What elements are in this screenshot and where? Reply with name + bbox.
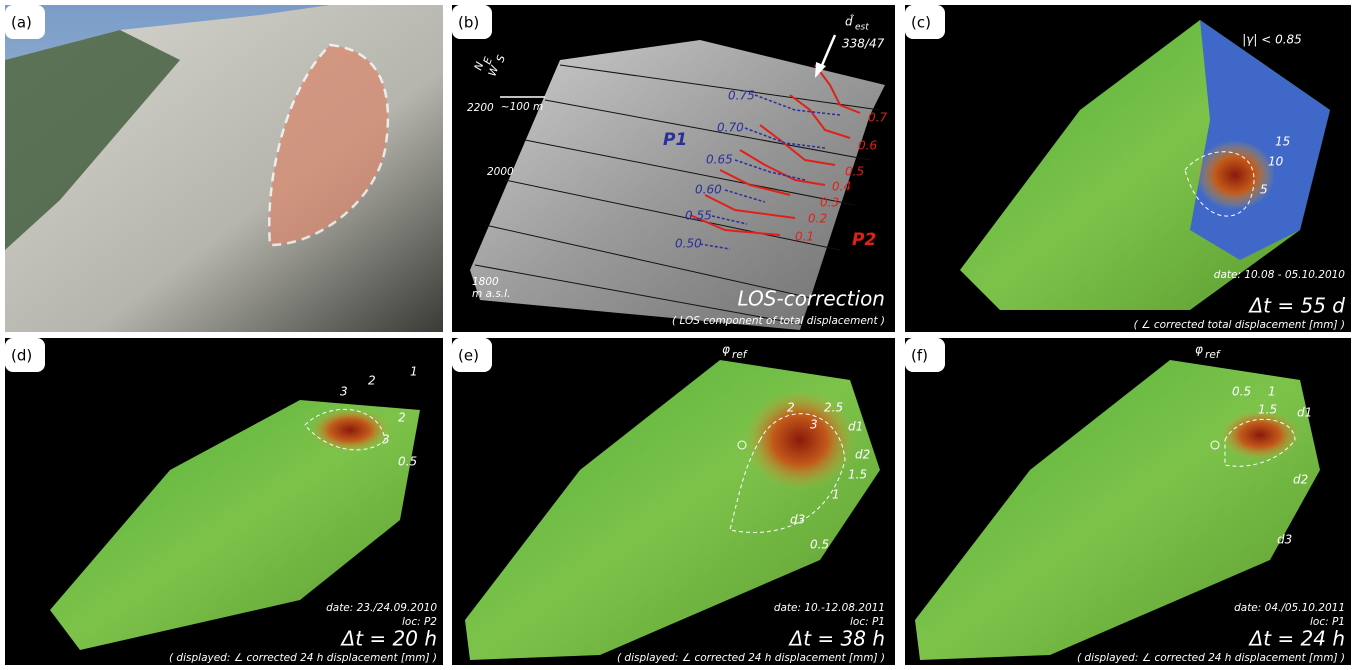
panel-caption: ( displayed: ∠ corrected 24 h displaceme… — [617, 652, 885, 664]
panel-label: (f) — [911, 347, 928, 365]
contour-label: 1 — [410, 365, 418, 379]
panel-label: (d) — [11, 347, 32, 365]
contour-label: 1.5 — [1258, 403, 1277, 417]
contour-label: 0.5 — [845, 165, 864, 179]
reference-subscript: ref — [732, 349, 749, 361]
contour-label: 3 — [810, 418, 818, 432]
contour-label: 2 — [787, 401, 795, 415]
panel-label: (c) — [911, 14, 931, 32]
contour-label: 0.75 — [728, 89, 755, 103]
reference-symbol: φ — [1195, 343, 1203, 357]
contour-label: 0.1 — [795, 230, 814, 244]
coherence-label: |γ| < 0.85 — [1242, 33, 1302, 47]
contour-label: 0.50 — [675, 237, 702, 251]
contour-label: d2 — [855, 448, 870, 462]
hotspot — [1195, 140, 1275, 210]
contour-label: 0.2 — [808, 212, 827, 226]
contour-label: 10 — [1268, 155, 1284, 169]
contour-label: 0.3 — [820, 196, 839, 210]
delta-label: Δt = 24 h — [1248, 627, 1345, 651]
direction-label: 338/47 — [842, 37, 885, 51]
contour-label: d1 — [848, 420, 863, 434]
elevation-label: 2000 — [487, 166, 514, 178]
point-label: P1 — [663, 130, 687, 150]
panel-caption: ( LOS component of total displacement ) — [672, 315, 885, 327]
panel-label: (b) — [458, 14, 479, 32]
hotspot — [1220, 410, 1300, 460]
contour-label: 2 — [398, 411, 406, 425]
contour-label: 0.70 — [717, 121, 744, 135]
delta-label: Δt = 55 d — [1248, 294, 1346, 318]
elevation-label: 1800 — [472, 276, 499, 288]
contour-label: 0.4 — [832, 180, 851, 194]
panel-label: (e) — [458, 347, 479, 365]
contour-label: 0.5 — [398, 455, 417, 469]
panel-caption: ( ∠ corrected total displacement [mm] ) — [1134, 319, 1345, 331]
date-label: date: 10.-12.08.2011 — [774, 602, 885, 614]
reference-subscript: ref — [1205, 349, 1222, 361]
contour-label: 2.5 — [824, 401, 843, 415]
contour-label: 1 — [1268, 385, 1276, 399]
date-label: date: 23./24.09.2010 — [326, 602, 437, 614]
contour-label: d3 — [790, 513, 805, 527]
contour-label: 0.65 — [706, 153, 733, 167]
contour-label: 0.5 — [1232, 385, 1251, 399]
reference-symbol: φ — [722, 343, 730, 357]
contour-label: 0.60 — [695, 183, 722, 197]
contour-label: d3 — [1277, 533, 1292, 547]
delta-label: Δt = 20 h — [340, 627, 437, 651]
contour-label: 3 — [382, 433, 390, 447]
contour-label: 15 — [1275, 135, 1290, 149]
contour-label: d1 — [1297, 406, 1312, 420]
contour-label: 0.5 — [810, 538, 829, 552]
elevation-label: 2200 — [467, 102, 494, 114]
delta-label: Δt = 38 h — [788, 627, 885, 651]
contour-label: 3 — [340, 385, 348, 399]
panel-caption: ( displayed: ∠ corrected 24 h displaceme… — [1077, 652, 1345, 664]
point-label: P2 — [852, 230, 876, 250]
contour-label: 0.7 — [868, 111, 887, 125]
contour-label: 1 — [832, 488, 840, 502]
contour-label: 1.5 — [848, 468, 867, 482]
contour-label: 5 — [1260, 183, 1268, 197]
scale-label: ~100 m — [501, 101, 543, 113]
unit-label: m a.s.l. — [472, 288, 510, 300]
direction-subscript: est — [855, 23, 869, 33]
panel-title: LOS-correction — [738, 287, 885, 311]
contour-label: 0.55 — [685, 209, 712, 223]
figure: (a)(b)(c)(d)(e)(f)NESW~100 m220020001800… — [0, 0, 1356, 670]
contour-label: 2 — [368, 374, 376, 388]
contour-label: d2 — [1293, 473, 1308, 487]
date-label: date: 10.08 - 05.10.2010 — [1214, 269, 1346, 281]
date-label: date: 04./05.10.2011 — [1234, 602, 1345, 614]
panel-label: (a) — [11, 14, 32, 32]
panel-caption: ( displayed: ∠ corrected 24 h displaceme… — [169, 652, 437, 664]
contour-label: 0.6 — [858, 139, 877, 153]
